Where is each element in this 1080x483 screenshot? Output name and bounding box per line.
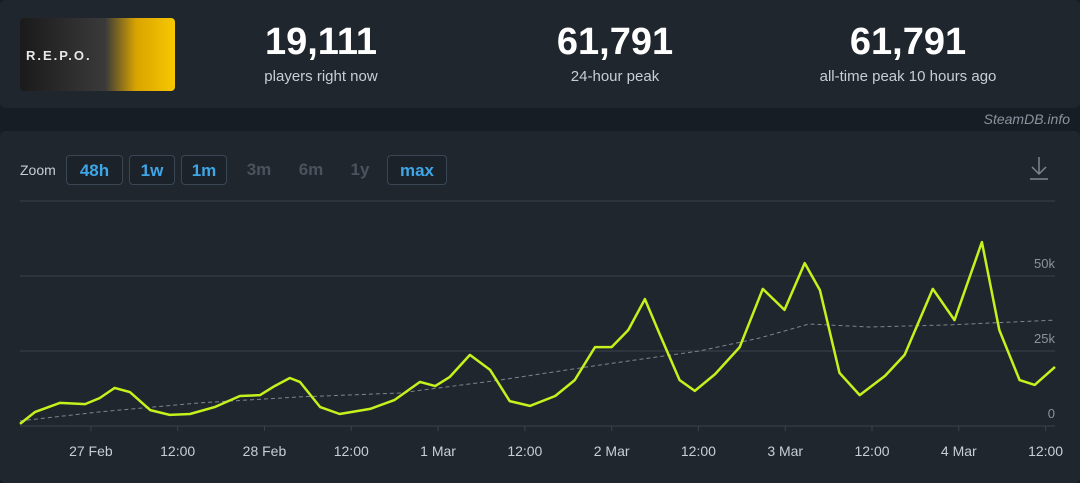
stat-value: 61,791	[556, 21, 674, 63]
x-tick-label: 12:00	[160, 443, 195, 459]
stat: 61,791 24-hour peak	[475, 18, 755, 85]
x-tick-label: 1 Mar	[420, 443, 456, 459]
stat-value: 61,791	[849, 21, 967, 63]
y-tick-label: 50k	[1034, 256, 1055, 271]
stat: 61,791 all-time peak 10 hours ago	[768, 18, 1048, 85]
stat-label: all-time peak 10 hours ago	[819, 68, 997, 85]
zoom-button: 6m	[298, 160, 324, 179]
download-glyph	[1030, 157, 1048, 180]
y-tick-label: 25k	[1034, 331, 1055, 346]
y-tick-label: 0	[1048, 406, 1055, 421]
stat-label: 24-hour peak	[570, 68, 660, 85]
stat-value: 19,111	[264, 21, 378, 63]
x-tick-label: 4 Mar	[941, 443, 977, 459]
zoom-button: 3m	[246, 160, 272, 179]
logo-text: R.E.P.O.	[26, 48, 92, 63]
zoom-button[interactable]: max	[387, 155, 447, 185]
x-tick-label: 12:00	[1028, 443, 1063, 459]
stat-label: players right now	[264, 68, 378, 85]
zoom-button: 1y	[350, 160, 370, 179]
zoom-button[interactable]: 48h	[66, 155, 123, 185]
x-tick-label: 28 Feb	[243, 443, 287, 459]
chart: 0 25k 50k 27 Feb 12:00 28 Feb 12:00 1 Mar 12:00 2…	[19, 157, 1063, 459]
x-tick-label: 12:00	[681, 443, 716, 459]
x-tick-label: 2 Mar	[594, 443, 630, 459]
zoom-button[interactable]: 1m	[181, 155, 227, 185]
x-tick-label: 12:00	[334, 443, 369, 459]
stats-panel: R.E.P.O. 19,111 players right now 61,791 2…	[0, 0, 1080, 108]
x-tick-label: 3 Mar	[767, 443, 803, 459]
credit[interactable]: SteamDB.info	[983, 111, 1070, 127]
players-line	[19, 240, 1056, 425]
download-icon[interactable]	[1030, 157, 1048, 180]
game-logo[interactable]: R.E.P.O.	[20, 18, 175, 91]
zoom-button[interactable]: 1w	[129, 155, 175, 185]
x-tick-label: 12:00	[854, 443, 889, 459]
zoom-label: Zoom	[20, 162, 56, 178]
average-line	[19, 319, 1056, 422]
chart-panel: Zoom 48h 1w 1m 3m 6m 1y max 0 25k 50k 27 Feb 12:00…	[0, 131, 1080, 483]
stat: 19,111 players right now	[181, 18, 461, 85]
x-tick-label: 27 Feb	[69, 443, 113, 459]
x-tick-label: 12:00	[507, 443, 542, 459]
